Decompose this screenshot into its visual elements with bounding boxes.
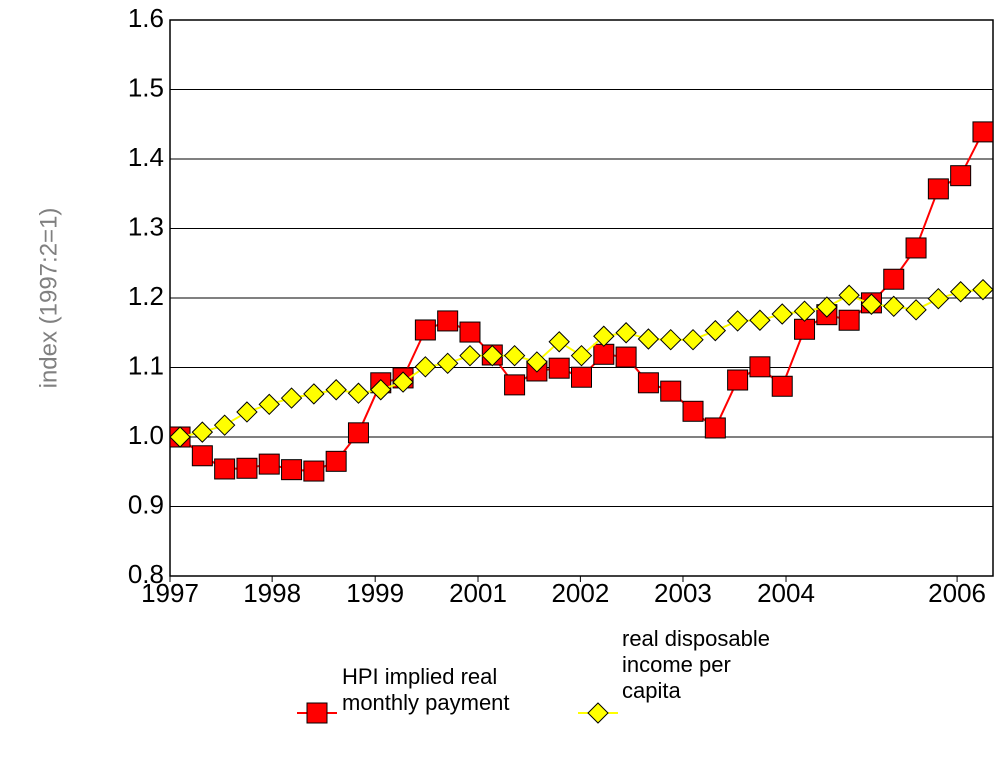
data-point	[949, 281, 972, 303]
x-tick-label: 1998	[243, 578, 301, 608]
x-tick-label: 2001	[449, 578, 507, 608]
data-point	[838, 309, 860, 331]
data-point	[615, 346, 637, 368]
data-point	[191, 421, 214, 443]
x-tick-label: 2002	[551, 578, 609, 608]
data-point	[414, 319, 436, 341]
data-point	[637, 372, 659, 394]
y-tick-label: 1.2	[128, 281, 164, 311]
data-point	[571, 366, 592, 388]
data-point	[258, 393, 280, 416]
y-tick-label: 1.1	[128, 350, 164, 380]
data-point	[682, 400, 704, 422]
data-point	[548, 331, 570, 353]
data-point	[726, 310, 749, 332]
data-point	[481, 344, 503, 367]
x-tick-label: 2006	[928, 578, 986, 608]
data-point	[548, 357, 570, 379]
y-tick-label: 1.6	[128, 3, 164, 33]
legend-marker	[306, 702, 328, 724]
data-point	[437, 310, 459, 332]
data-point	[436, 352, 459, 375]
y-tick-label: 0.8	[128, 559, 164, 589]
data-point	[972, 121, 994, 143]
plot-border	[169, 19, 994, 577]
data-point	[816, 296, 838, 318]
data-point	[347, 422, 369, 444]
data-point	[749, 309, 771, 331]
data-point	[794, 318, 816, 340]
data-point	[972, 278, 994, 301]
data-point	[883, 268, 905, 290]
data-point	[793, 300, 816, 322]
data-point	[883, 295, 905, 318]
y-tick-label: 0.9	[128, 489, 164, 519]
data-point	[280, 387, 303, 409]
x-tick-label: 1999	[346, 578, 404, 608]
legend-marker	[587, 702, 609, 724]
data-point	[749, 356, 771, 378]
data-point	[281, 459, 303, 481]
data-point	[258, 453, 280, 475]
y-tick-label: 1.4	[128, 142, 164, 172]
data-point	[570, 344, 593, 367]
data-point	[325, 379, 347, 401]
data-point	[303, 383, 325, 405]
legend-label: real disposable income per capita	[622, 626, 770, 703]
data-point	[504, 374, 526, 396]
data-point	[214, 458, 236, 480]
data-point	[526, 351, 548, 373]
data-point	[414, 356, 437, 378]
data-point	[727, 369, 749, 391]
x-tick-label: 2004	[757, 578, 815, 608]
data-point	[503, 344, 526, 367]
data-point	[303, 460, 325, 482]
data-point	[392, 371, 414, 393]
data-point	[236, 457, 258, 479]
data-point	[905, 237, 927, 259]
y-tick-label: 1.0	[128, 420, 164, 450]
data-point	[459, 344, 481, 367]
y-tick-label: 1.3	[128, 211, 164, 241]
data-point	[191, 445, 213, 467]
y-axis-label: index (1997:2=1)	[35, 208, 62, 389]
legend-label: HPI implied real monthly payment	[342, 664, 510, 715]
data-point	[905, 299, 927, 321]
data-point	[236, 401, 258, 423]
data-point	[927, 287, 950, 310]
y-tick-label: 1.5	[128, 72, 164, 102]
data-point	[213, 414, 236, 436]
x-tick-label: 2003	[654, 578, 712, 608]
data-point	[838, 284, 860, 306]
x-tick-label: 1997	[141, 578, 199, 608]
data-point	[860, 293, 883, 315]
data-point	[704, 417, 726, 439]
data-point	[927, 178, 949, 200]
data-point	[347, 382, 370, 404]
data-point	[615, 322, 637, 344]
data-point	[660, 328, 682, 351]
data-point	[593, 343, 615, 365]
data-point	[169, 426, 191, 448]
data-point	[660, 380, 682, 402]
data-point	[704, 319, 727, 342]
data-point	[637, 328, 660, 350]
data-point	[325, 450, 347, 472]
data-point	[459, 321, 481, 343]
data-point	[370, 379, 392, 401]
data-point	[950, 165, 972, 187]
data-point	[771, 303, 793, 325]
data-point	[682, 328, 704, 351]
data-point	[771, 375, 793, 397]
data-point	[593, 325, 615, 347]
